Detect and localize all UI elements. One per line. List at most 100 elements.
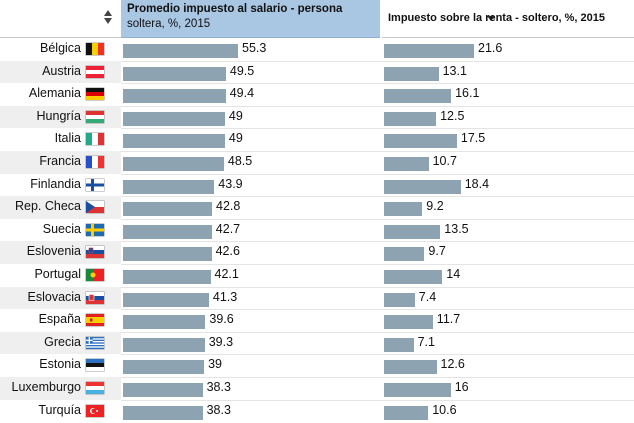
- income-tax-bar: [384, 405, 429, 420]
- table-row[interactable]: Turquía 38.3 10.6: [0, 400, 634, 423]
- income-tax-bar: [384, 247, 425, 262]
- country-cell: Italia: [0, 128, 121, 151]
- flag-es-icon: [86, 314, 104, 327]
- sort-descending-icon[interactable]: [487, 16, 495, 21]
- country-name: Estonia: [39, 357, 81, 372]
- salary-tax-value: 42.8: [216, 199, 241, 214]
- table-row[interactable]: Luxemburgo 38.3 16: [0, 377, 634, 400]
- country-cell: Bélgica: [0, 38, 121, 61]
- row-divider: [121, 264, 634, 265]
- flag-tr-icon: [86, 404, 104, 417]
- salary-tax-bar: [123, 202, 212, 217]
- income-tax-bar: [384, 111, 437, 126]
- table-row[interactable]: Portugal 42.1 14: [0, 264, 634, 287]
- row-divider: [121, 60, 634, 62]
- income-tax-cell: 10.6: [382, 400, 634, 423]
- salary-tax-value: 49.5: [229, 63, 255, 78]
- flag-de-icon: [86, 88, 104, 101]
- income-tax-cell: 21.6: [382, 38, 634, 61]
- flag-si-icon: [86, 246, 104, 259]
- salary-tax-bar: [123, 270, 211, 284]
- table-row[interactable]: Bélgica 55.3 21.6: [0, 38, 634, 61]
- row-divider: [121, 151, 634, 152]
- country-cell: Grecia: [0, 331, 121, 355]
- salary-tax-cell: 49.5: [121, 61, 380, 84]
- salary-tax-column-header[interactable]: Promedio impuesto al salario - persona s…: [121, 0, 495, 38]
- table-row[interactable]: Hungría 49 12.5: [0, 105, 634, 129]
- table-row[interactable]: Suecia 42.7 13.5: [0, 219, 634, 242]
- salary-tax-value: 39.6: [209, 312, 234, 327]
- country-name: Hungría: [36, 108, 81, 123]
- table-row[interactable]: Grecia 39.3 7.1: [0, 331, 634, 355]
- salary-tax-bar: [123, 134, 225, 149]
- table-row[interactable]: Eslovenia 42.6 9.7: [0, 241, 634, 264]
- salary-tax-cell: 39.3: [121, 332, 380, 355]
- income-tax-bar: [384, 337, 414, 352]
- flag-be-icon: [86, 43, 104, 55]
- salary-tax-cell: 42.6: [121, 241, 380, 264]
- flag-at-icon: [86, 65, 104, 78]
- income-tax-bar: [384, 157, 429, 171]
- salary-tax-value: 49.4: [229, 86, 255, 101]
- country-name: Turquía: [38, 402, 81, 417]
- row-divider: [121, 309, 634, 311]
- country-cell: Eslovenia: [0, 241, 121, 264]
- salary-tax-cell: 38.3: [121, 400, 380, 423]
- table-row[interactable]: Finlandia 43.9 18.4: [0, 174, 634, 197]
- flag-fr-icon: [86, 156, 104, 168]
- income-tax-value: 16: [454, 380, 469, 394]
- income-tax-cell: 12.5: [382, 106, 634, 129]
- salary-tax-cell: 55.3: [121, 38, 380, 61]
- income-tax-value: 14: [446, 267, 461, 281]
- income-tax-cell: 9.7: [382, 241, 634, 264]
- country-cell: Finlandia: [0, 174, 121, 197]
- salary-tax-header-subtitle: soltera, %, 2015: [127, 18, 211, 30]
- salary-tax-cell: 42.8: [121, 196, 380, 219]
- income-tax-value: 7.1: [417, 334, 435, 349]
- salary-tax-cell: 48.5: [121, 151, 380, 174]
- income-tax-bar: [384, 44, 474, 58]
- salary-tax-bar: [123, 360, 205, 375]
- country-cell: Estonia: [0, 354, 121, 377]
- salary-tax-cell: 38.3: [121, 377, 380, 400]
- flag-lu-icon: [86, 382, 104, 394]
- table-row[interactable]: Rep. Checa 42.8 9.2: [0, 196, 634, 219]
- table-row[interactable]: Austria 49.5 13.1: [0, 60, 634, 84]
- income-tax-value: 7.4: [418, 289, 437, 304]
- income-tax-value: 21.6: [478, 41, 503, 55]
- row-divider: [121, 218, 634, 220]
- table-row[interactable]: Francia 48.5 10.7: [0, 151, 634, 174]
- flag-fi-icon: [86, 178, 104, 191]
- salary-tax-header-title: Promedio impuesto al salario - persona: [127, 3, 343, 15]
- income-tax-bar: [384, 360, 437, 375]
- row-divider: [121, 105, 634, 107]
- country-name: Suecia: [42, 221, 81, 236]
- table-row[interactable]: Eslovacia 41.3 7.4: [0, 286, 634, 310]
- income-tax-column-header[interactable]: Impuesto sobre la renta - soltero, %, 20…: [382, 0, 634, 38]
- salary-tax-cell: 39.6: [121, 309, 380, 332]
- income-tax-cell: 13.5: [382, 219, 634, 242]
- country-name: Austria: [42, 63, 81, 78]
- salary-tax-cell: 39: [121, 354, 380, 377]
- income-tax-bar: [384, 315, 433, 330]
- income-tax-value: 13.5: [444, 221, 469, 236]
- income-tax-bar: [384, 134, 457, 149]
- flag-pt-icon: [86, 269, 104, 281]
- income-tax-bar: [384, 202, 423, 217]
- income-tax-value: 18.4: [464, 176, 490, 191]
- sort-up-down-icon[interactable]: [104, 10, 112, 24]
- country-name: Luxemburgo: [11, 380, 82, 394]
- flag-it-icon: [86, 133, 104, 146]
- country-column-header[interactable]: [0, 0, 121, 38]
- salary-tax-value: 42.7: [215, 221, 241, 236]
- table-row[interactable]: España 39.6 11.7: [0, 309, 634, 332]
- table-row[interactable]: Estonia 39 12.6: [0, 354, 634, 377]
- flag-cz-icon: [86, 201, 104, 214]
- row-divider: [121, 286, 634, 288]
- table-row[interactable]: Italia 49 17.5: [0, 128, 634, 151]
- table-row[interactable]: Alemania 49.4 16.1: [0, 83, 634, 106]
- income-tax-bar: [384, 270, 443, 284]
- salary-tax-value: 42.6: [215, 244, 240, 259]
- income-tax-bar: [384, 179, 461, 194]
- salary-tax-value: 42.1: [214, 267, 239, 281]
